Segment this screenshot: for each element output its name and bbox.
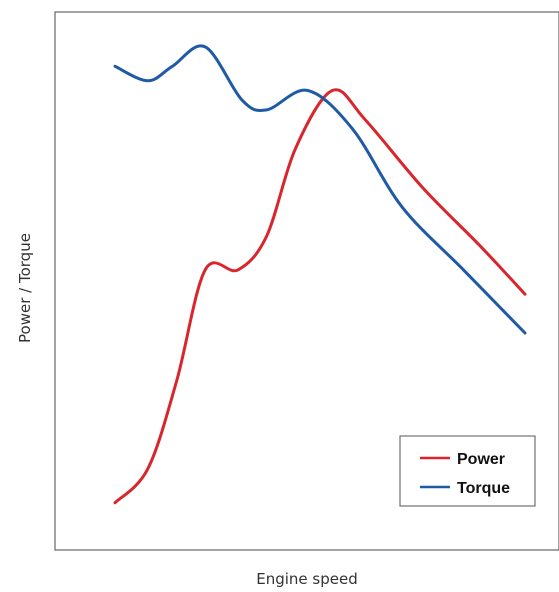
series-line-power (113, 88, 527, 505)
legend-label-torque: Torque (457, 480, 510, 497)
legend-box (399, 435, 536, 507)
y-axis-label: Power / Torque (16, 233, 34, 343)
series-layer (113, 44, 527, 505)
legend: Power Torque (399, 435, 536, 507)
series-line-torque (113, 44, 527, 335)
legend-label-power: Power (457, 451, 505, 468)
x-axis-label: Engine speed (256, 570, 358, 588)
plot-frame (54, 11, 559, 551)
